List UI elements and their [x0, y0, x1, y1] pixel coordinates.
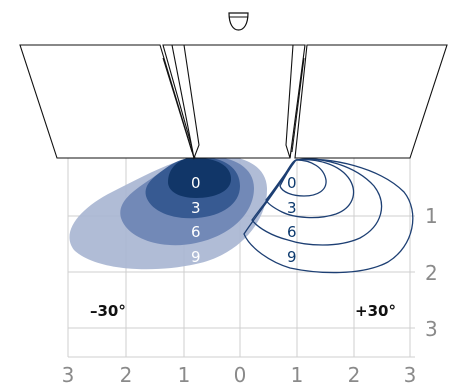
right-scale-label: 2 [425, 261, 438, 285]
bottom-scale: 3 2 1 0 1 2 3 [62, 363, 417, 385]
nozzle-outline [19, 44, 448, 160]
right-contour-label: 3 [287, 199, 297, 217]
left-bevel-line [162, 57, 193, 153]
left-zone-0 [168, 157, 232, 198]
left-inner-channel [171, 44, 200, 160]
right-bevel-line [291, 57, 305, 153]
angle-label-left: –30° [90, 302, 126, 320]
right-contour-labels: 0 3 6 9 [287, 174, 297, 266]
angle-label-right: +30° [355, 302, 396, 320]
left-contour-labels: 0 3 6 9 [191, 174, 201, 266]
left-contour-label: 0 [191, 174, 201, 192]
bottom-scale-label: 2 [120, 363, 133, 385]
left-contour-label: 3 [191, 199, 201, 217]
right-contour-0 [279, 159, 327, 197]
right-wing-outline [294, 44, 448, 159]
right-scale: 1 2 3 [425, 204, 438, 341]
right-contour-label: 0 [287, 174, 297, 192]
right-scale-label: 1 [425, 204, 438, 228]
right-contour-label: 9 [287, 248, 297, 266]
right-contour-label: 6 [287, 223, 297, 241]
bottom-scale-label: 2 [348, 363, 361, 385]
right-scale-label: 3 [425, 317, 438, 341]
right-spray-pattern [243, 158, 414, 274]
right-contour-6 [251, 158, 383, 246]
left-contour-label: 9 [191, 248, 201, 266]
left-contour-label: 6 [191, 223, 201, 241]
bottom-scale-label: 3 [62, 363, 75, 385]
bottom-scale-label: 3 [404, 363, 417, 385]
right-inner-channel [285, 44, 306, 159]
left-spray-pattern [69, 155, 268, 270]
right-contour-3 [265, 158, 355, 219]
head-icon [228, 12, 249, 31]
bottom-scale-label: 1 [178, 363, 191, 385]
bottom-scale-label: 0 [234, 363, 247, 385]
bottom-scale-label: 1 [291, 363, 304, 385]
